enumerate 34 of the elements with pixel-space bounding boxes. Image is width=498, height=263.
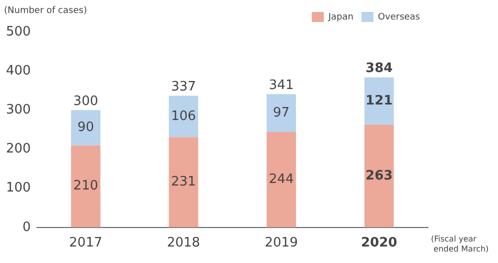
- bar: [168, 137, 198, 228]
- y-axis-title: (Number of cases): [4, 6, 87, 16]
- bar: [266, 94, 296, 132]
- x-tick-label: 2018: [166, 236, 200, 251]
- data-label: 90: [77, 120, 94, 136]
- x-tick-label: 2017: [69, 236, 102, 251]
- y-tick-label: 100: [6, 180, 31, 196]
- x-tick-label: 2019: [264, 236, 298, 251]
- total-label: 300: [73, 94, 98, 110]
- bar: [168, 96, 198, 138]
- data-label: 210: [73, 178, 98, 194]
- y-tick-label: 300: [6, 102, 31, 118]
- data-label: 106: [171, 108, 196, 124]
- y-tick-label: 400: [6, 63, 31, 78]
- y-tick-label: 0: [22, 220, 31, 235]
- data-label: 231: [171, 174, 196, 190]
- data-label: 263: [366, 168, 393, 184]
- bar: [364, 124, 394, 228]
- bar: [364, 77, 394, 125]
- data-label: 97: [273, 105, 290, 120]
- bar: [71, 110, 100, 146]
- x-axis-title: (Fiscal year ended March): [431, 234, 489, 254]
- total-label: 341: [268, 78, 294, 94]
- legend-label: Overseas: [378, 12, 420, 22]
- total-label: 384: [366, 61, 393, 76]
- bar: [71, 145, 100, 228]
- data-label: 121: [366, 93, 393, 108]
- x-tick-label: 2020: [361, 236, 398, 251]
- total-label: 337: [171, 80, 196, 95]
- legend-label: Japan: [327, 12, 354, 22]
- data-label: 244: [268, 172, 294, 188]
- bar: [266, 132, 296, 228]
- y-tick-label: 500: [6, 24, 31, 40]
- y-tick-label: 200: [6, 142, 31, 157]
